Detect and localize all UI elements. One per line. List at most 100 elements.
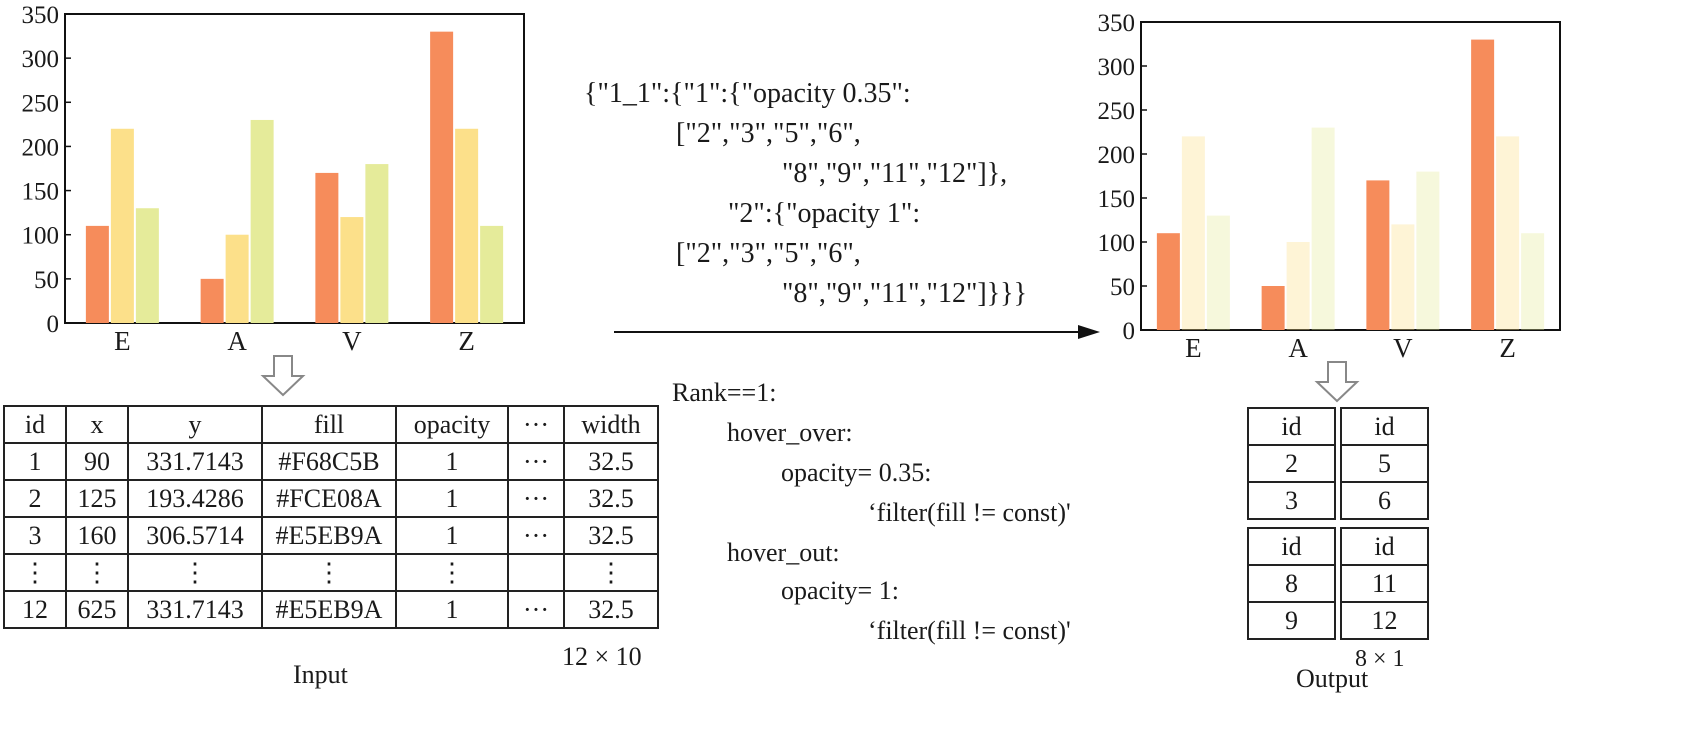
- bar: [340, 217, 364, 323]
- y-tick-label: 200: [22, 134, 60, 161]
- bar: [1521, 233, 1545, 330]
- json-line: ["2","3","5","6",: [676, 118, 861, 149]
- table-cell: id: [1340, 527, 1429, 566]
- table-cell: #E5EB9A: [261, 590, 397, 629]
- bar: [1286, 242, 1310, 330]
- y-tick-label: 100: [1098, 230, 1136, 257]
- y-tick-label: 250: [22, 90, 60, 117]
- table-cell: 1: [395, 442, 509, 481]
- table-cell: 160: [65, 516, 129, 555]
- table-cell: #E5EB9A: [261, 516, 397, 555]
- bar: [135, 208, 159, 323]
- table-cell: 32.5: [563, 590, 659, 629]
- y-tick-label: 150: [22, 179, 60, 206]
- x-tick-label: E: [114, 326, 131, 356]
- y-tick-label: 0: [47, 311, 60, 338]
- table-cell: 1: [395, 516, 509, 555]
- json-line: {"1_1":{"1":{"opacity 0.35":: [584, 78, 911, 109]
- input-dims: 12 × 10: [562, 642, 642, 671]
- table-cell: ···: [507, 442, 565, 481]
- column-header: id: [3, 405, 67, 444]
- column-header: width: [563, 405, 659, 444]
- column-header: opacity: [395, 405, 509, 444]
- bar: [200, 278, 224, 323]
- table-row: 1 90 331.7143 #F68C5B 1 ··· 32.5: [3, 442, 659, 481]
- table-cell: 32.5: [563, 516, 659, 555]
- rule-line: ‘filter(fill != const)': [868, 498, 1071, 527]
- down-arrow-icon: [1314, 361, 1360, 403]
- right-arrow-icon: [614, 325, 1100, 339]
- bar: [480, 225, 504, 323]
- rule-line: opacity= 1:: [781, 576, 899, 605]
- table-cell: ⋮: [65, 553, 129, 592]
- table-cell: 2: [3, 479, 67, 518]
- table-cell: 306.5714: [127, 516, 263, 555]
- y-tick-label: 200: [1098, 142, 1136, 169]
- table-row: 3 160 306.5714 #E5EB9A 1 ··· 32.5: [3, 516, 659, 555]
- bar: [250, 119, 274, 323]
- output-dims: 8 × 1: [1355, 646, 1405, 672]
- table-cell: id: [1247, 407, 1336, 446]
- x-tick-label: V: [342, 326, 362, 356]
- table-cell: 1: [395, 479, 509, 518]
- output-table-top-left: id 2 3: [1247, 407, 1336, 520]
- output-bar-chart: 0 50 100 150 200 250 300 350 E A V Z: [1098, 10, 1561, 363]
- bar: [1261, 286, 1285, 330]
- json-line: "2":{"opacity 1":: [728, 198, 921, 229]
- y-tick-label: 150: [1098, 186, 1136, 213]
- table-cell: 32.5: [563, 479, 659, 518]
- y-tick-label: 50: [1110, 274, 1135, 301]
- table-cell: 8: [1247, 564, 1336, 603]
- input-caption: Input: [293, 660, 348, 689]
- table-cell: #FCE08A: [261, 479, 397, 518]
- table-cell: ···: [507, 516, 565, 555]
- y-tick-label: 250: [1098, 98, 1136, 125]
- bar: [315, 172, 339, 323]
- json-line: "8","9","11","12"]}}}: [782, 278, 1028, 309]
- bar: [1311, 127, 1335, 330]
- table-cell: ···: [507, 479, 565, 518]
- table-cell: ⋮: [563, 553, 659, 592]
- x-tick-label: E: [1185, 333, 1202, 363]
- bar: [85, 225, 109, 323]
- table-cell: 1: [395, 590, 509, 629]
- rule-line: hover_out:: [727, 538, 840, 567]
- table-row: ⋮ ⋮ ⋮ ⋮ ⋮ ⋮: [3, 553, 659, 592]
- output-table-top-right: id 5 6: [1340, 407, 1429, 520]
- table-cell: 193.4286: [127, 479, 263, 518]
- column-header: x: [65, 405, 129, 444]
- bar: [1156, 233, 1180, 330]
- y-tick-label: 350: [1098, 10, 1136, 37]
- column-header: fill: [261, 405, 397, 444]
- table-cell: 331.7143: [127, 590, 263, 629]
- table-row: 12 625 331.7143 #E5EB9A 1 ··· 32.5: [3, 590, 659, 629]
- x-tick-label: V: [1393, 333, 1413, 363]
- bar: [430, 31, 454, 324]
- bar: [1181, 136, 1205, 330]
- column-header: ···: [507, 405, 565, 444]
- table-cell: 32.5: [563, 442, 659, 481]
- table-cell: 331.7143: [127, 442, 263, 481]
- x-tick-label: Z: [458, 326, 475, 356]
- y-tick-label: 350: [22, 2, 60, 29]
- y-tick-label: 0: [1123, 318, 1136, 345]
- y-tick-label: 300: [22, 46, 60, 73]
- table-cell: [507, 553, 565, 592]
- down-arrow-icon: [260, 355, 306, 397]
- plot-frame: [1140, 21, 1561, 331]
- y-tick-label: 100: [22, 223, 60, 250]
- table-cell: 2: [1247, 444, 1336, 483]
- table-cell: 3: [3, 516, 67, 555]
- bar: [455, 128, 479, 323]
- bar: [1366, 180, 1390, 330]
- table-cell: ···: [507, 590, 565, 629]
- x-tick-label: A: [1288, 333, 1308, 363]
- json-line: ["2","3","5","6",: [676, 238, 861, 269]
- input-bar-chart: 0 50 100 150 200 250 300 350 E A V Z: [22, 2, 525, 356]
- bar: [225, 234, 249, 323]
- table-row: 2 125 193.4286 #FCE08A 1 ··· 32.5: [3, 479, 659, 518]
- table-header-row: id x y fill opacity ··· width: [3, 405, 659, 444]
- table-cell: 6: [1340, 481, 1429, 520]
- table-cell: 1: [3, 442, 67, 481]
- table-cell: ⋮: [395, 553, 509, 592]
